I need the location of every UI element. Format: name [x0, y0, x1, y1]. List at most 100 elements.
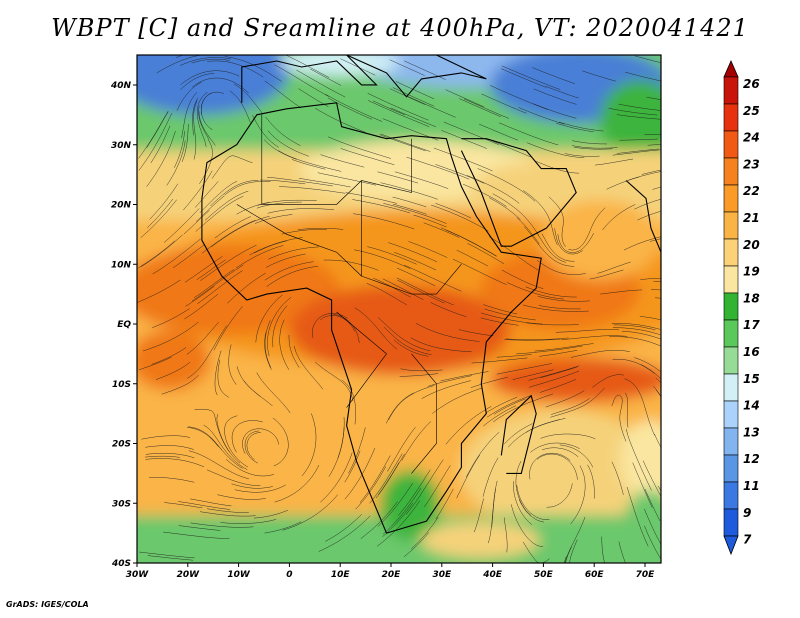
streamline — [556, 122, 594, 132]
streamline — [485, 396, 518, 414]
streamline — [229, 90, 251, 123]
streamline — [382, 502, 413, 537]
streamline — [611, 394, 627, 442]
colorbar-label: 20 — [743, 238, 760, 252]
streamline — [413, 214, 447, 228]
colorbar-label: 7 — [743, 533, 752, 547]
streamline — [186, 322, 219, 355]
lat-tick-label: EQ — [117, 320, 131, 330]
streamline — [194, 181, 219, 208]
streamline — [389, 59, 425, 76]
streamline — [317, 172, 377, 186]
streamline — [500, 68, 547, 88]
colorbar-segment — [723, 346, 739, 375]
streamline — [190, 498, 232, 507]
colorbar-label: 17 — [743, 318, 760, 332]
lon-tick-label: 10E — [331, 570, 351, 580]
streamline — [516, 485, 550, 520]
streamline — [279, 319, 290, 370]
streamline — [565, 546, 572, 563]
streamline — [516, 217, 540, 245]
streamline — [652, 186, 661, 190]
colorbar-label: 14 — [743, 399, 760, 413]
streamline — [327, 97, 373, 120]
streamline — [199, 138, 213, 184]
streamline — [383, 203, 447, 224]
streamline — [546, 483, 573, 508]
streamline — [477, 168, 536, 202]
streamline — [545, 390, 585, 408]
streamline — [644, 508, 661, 545]
lon-tick-label: 20E — [382, 570, 402, 580]
streamline — [178, 501, 231, 510]
colorbar-segment — [723, 211, 739, 240]
streamline — [187, 325, 227, 379]
colorbar: 26 25 24 23 22 21 20 19 18 17 16 15 14 13 12 11 9 7 — [723, 60, 760, 556]
streamline — [217, 494, 266, 500]
streamline — [279, 186, 346, 194]
coastline — [201, 102, 542, 534]
streamline — [612, 358, 655, 374]
colorbar-segment — [723, 481, 739, 510]
streamline — [194, 408, 230, 453]
lat-tick-label: 30S — [112, 499, 131, 509]
streamline — [654, 433, 661, 448]
streamline — [463, 98, 510, 119]
streamline — [570, 465, 586, 525]
streamline — [634, 198, 661, 210]
streamline — [404, 264, 462, 292]
streamline — [397, 279, 445, 304]
streamline — [184, 256, 223, 283]
streamline — [618, 103, 661, 111]
streamline — [639, 316, 661, 321]
map-panel — [136, 54, 662, 564]
streamline — [389, 88, 426, 105]
streamline — [354, 307, 398, 350]
streamline — [266, 176, 333, 187]
streamline — [625, 71, 661, 82]
streamline — [433, 147, 493, 172]
streamline — [518, 499, 544, 523]
streamline — [150, 125, 171, 164]
streamline — [494, 398, 526, 415]
streamline — [181, 92, 198, 138]
colorbar-label: 19 — [743, 265, 760, 279]
streamline — [642, 460, 661, 497]
streamline — [388, 242, 438, 263]
streamline — [142, 321, 199, 352]
streamline — [554, 228, 583, 255]
coastline — [241, 55, 487, 103]
streamline — [188, 450, 249, 480]
streamline — [235, 245, 284, 269]
streamline — [198, 111, 216, 146]
streamline — [435, 203, 472, 219]
streamline — [172, 244, 205, 269]
streamline — [274, 464, 320, 503]
streamline — [265, 116, 301, 146]
streamline — [539, 378, 577, 393]
lon-tick-label: 0 — [286, 570, 292, 580]
streamline — [398, 469, 431, 516]
streamline — [653, 385, 661, 397]
country-border — [336, 311, 387, 408]
streamline — [467, 243, 505, 265]
streamline — [181, 124, 189, 162]
streamline — [297, 227, 344, 231]
field-patch — [140, 390, 420, 510]
streamline — [466, 432, 500, 478]
streamline — [440, 227, 498, 257]
streamline — [396, 277, 454, 306]
streamline — [138, 112, 173, 171]
streamline — [456, 454, 480, 499]
streamline — [404, 94, 456, 118]
streamline — [518, 107, 565, 125]
streamline — [259, 179, 306, 185]
streamline — [513, 481, 533, 525]
streamline — [542, 447, 579, 458]
streamline — [272, 417, 289, 467]
streamline — [435, 488, 454, 520]
streamline — [151, 347, 187, 365]
streamline — [144, 455, 180, 458]
streamline — [533, 88, 577, 105]
coastline — [460, 138, 577, 247]
